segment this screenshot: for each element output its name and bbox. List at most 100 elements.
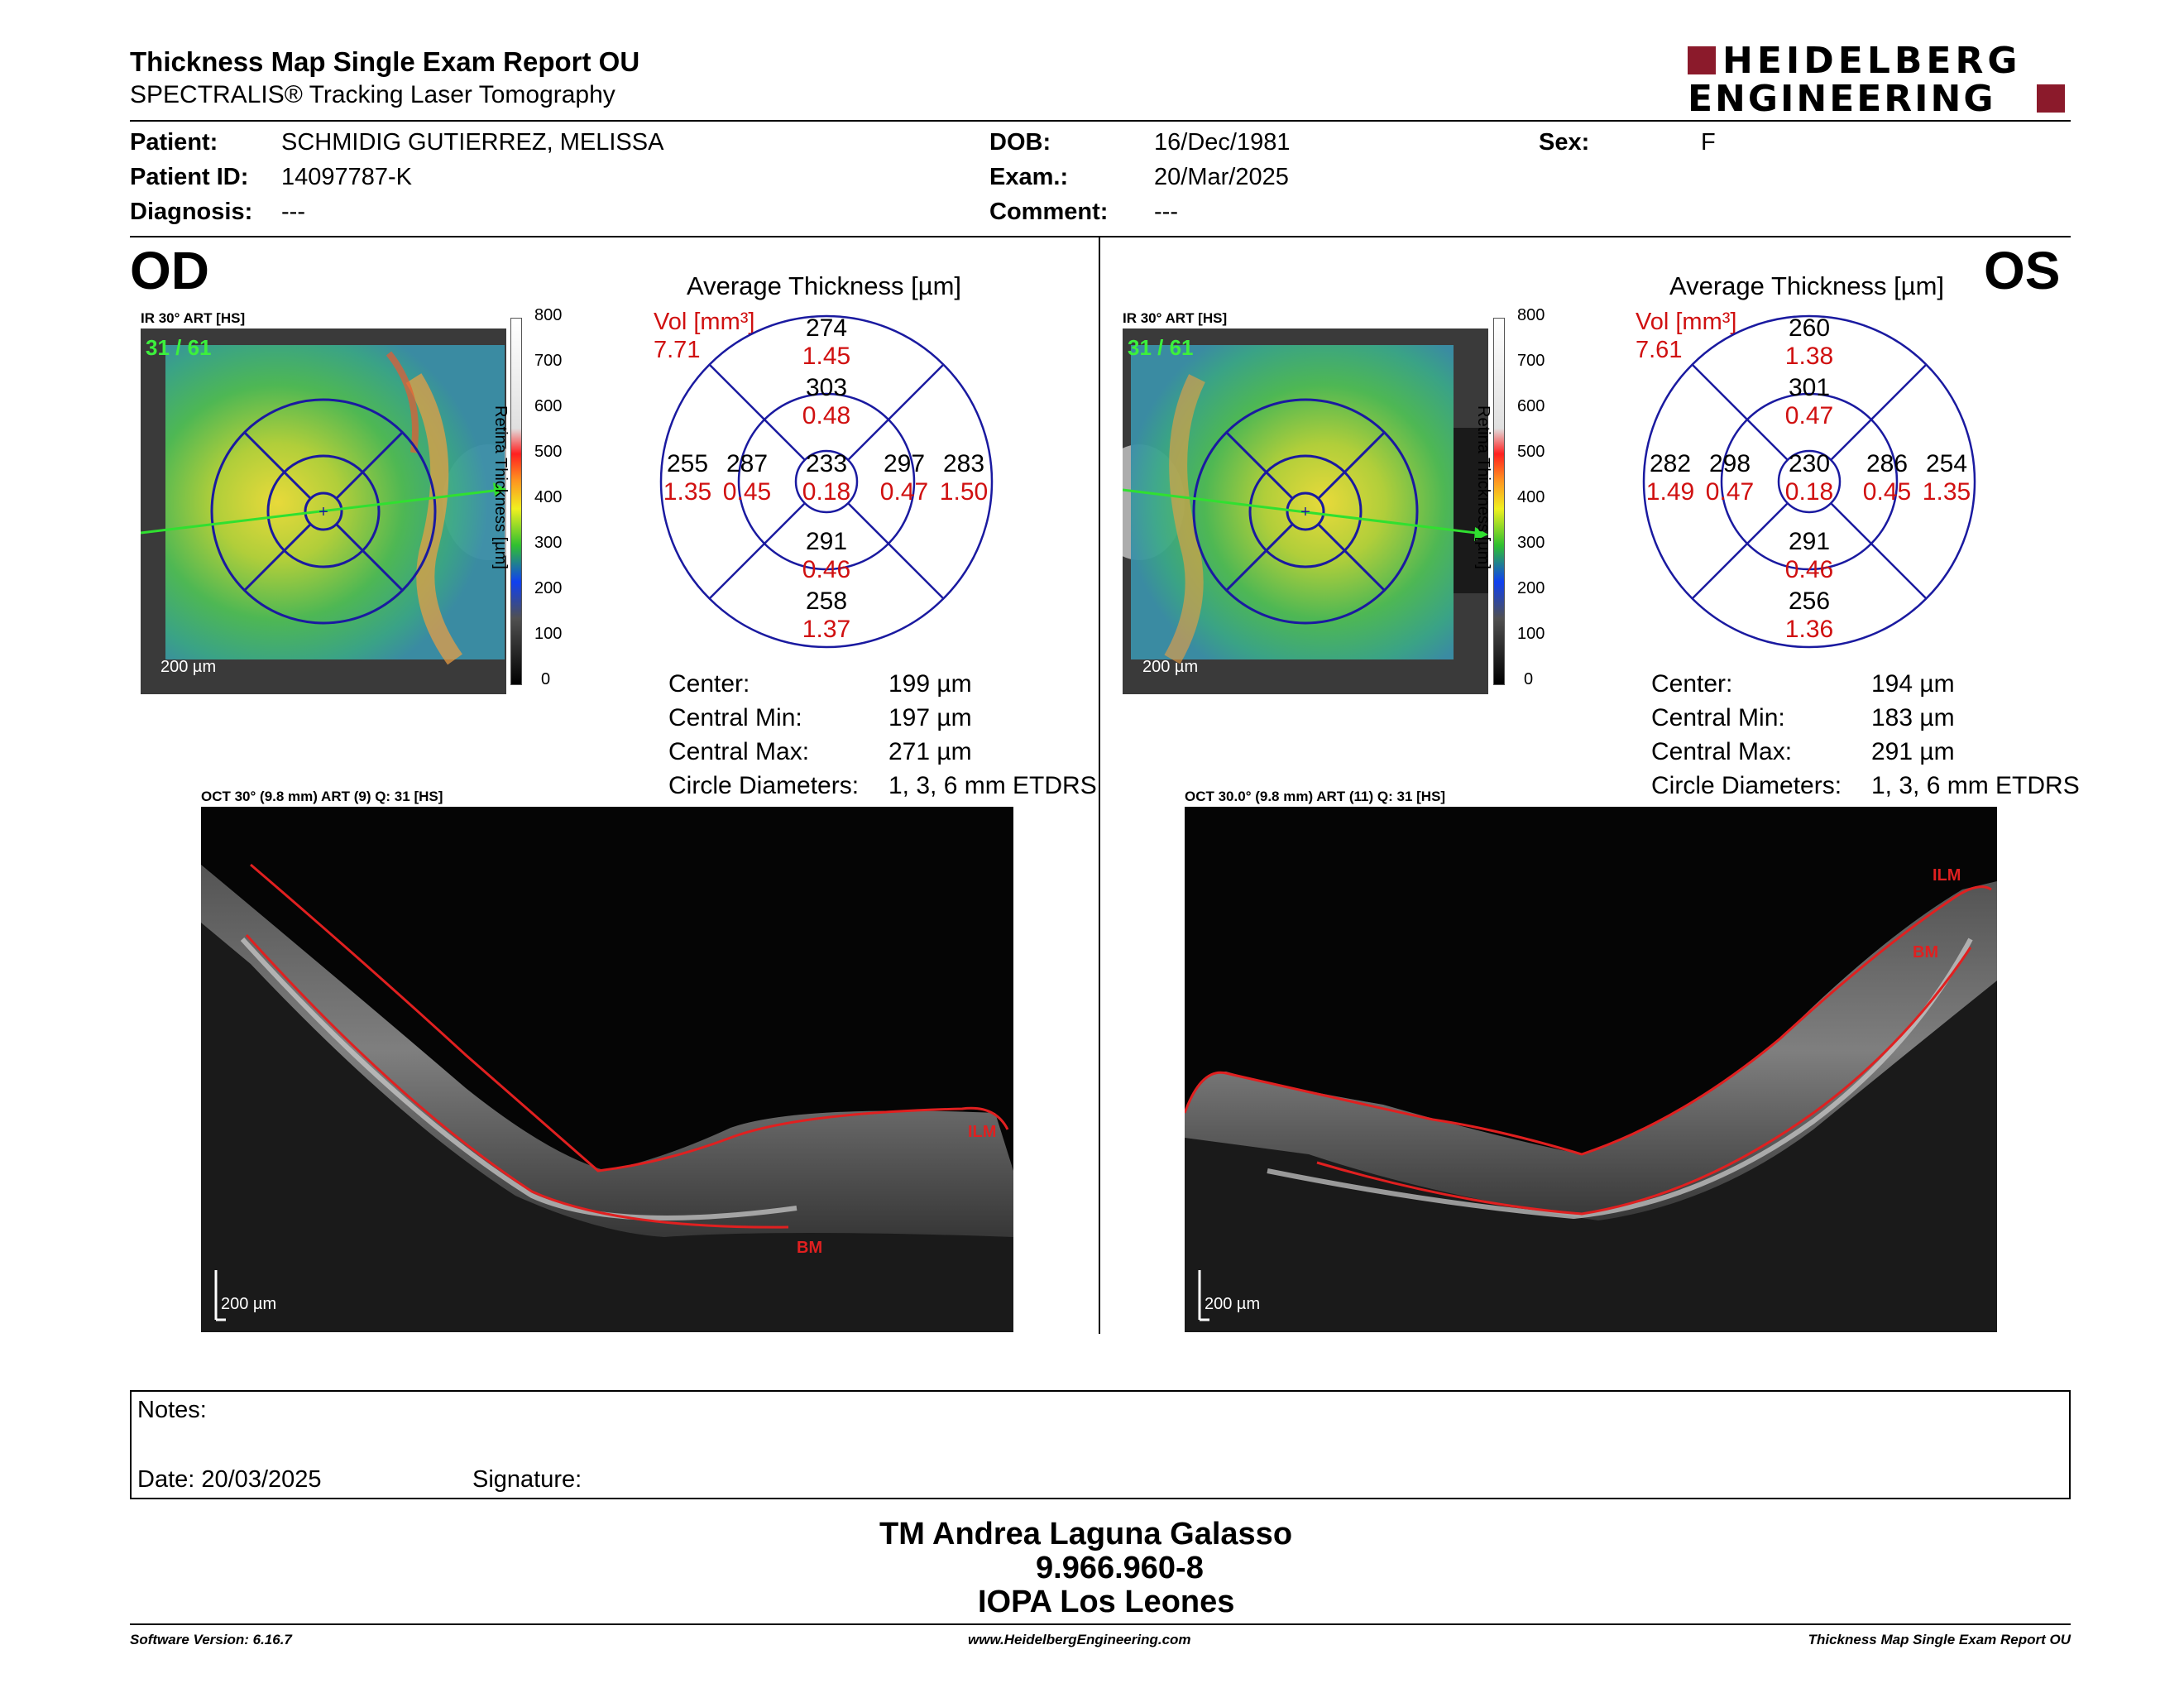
os-scale-label: 200 µm bbox=[1142, 658, 1199, 676]
os-right-inner-thick: 286 bbox=[1866, 450, 1909, 477]
od-scale-label: 200 µm bbox=[160, 658, 217, 676]
od-center-vol: 0.18 bbox=[802, 478, 851, 506]
os-frame-counter: 31 / 61 bbox=[1128, 335, 1194, 360]
os-stat-diam-label: Circle Diameters: bbox=[1651, 772, 1842, 799]
os-ilm-label: ILM bbox=[1933, 866, 1961, 885]
sex-value: F bbox=[1701, 129, 1716, 156]
notes-box[interactable]: Notes: Date: 20/03/2025 Signature: bbox=[130, 1390, 2071, 1499]
logo-square-top bbox=[1688, 46, 1716, 74]
os-colorbar bbox=[1493, 318, 1505, 685]
os-avg-title: Average Thickness [µm] bbox=[1669, 271, 1945, 300]
od-stat-diam-value: 1, 3, 6 mm ETDRS bbox=[888, 772, 1097, 799]
od-avg-title: Average Thickness [µm] bbox=[687, 271, 962, 300]
os-inf-inner-vol: 0.46 bbox=[1784, 556, 1834, 583]
os-etdrs-svg bbox=[1642, 314, 1976, 649]
dob-label: DOB: bbox=[989, 129, 1051, 156]
diagnosis-label: Diagnosis: bbox=[130, 199, 253, 225]
diagnosis-value: --- bbox=[281, 199, 305, 225]
patient-rule bbox=[130, 236, 2071, 237]
exam-value: 20/Mar/2025 bbox=[1154, 164, 1289, 190]
od-ir-label: IR 30° ART [HS] bbox=[141, 310, 246, 326]
os-fundus-thickness-map: + 31 / 61 200 µm bbox=[1123, 328, 1488, 694]
os-oct-scale: 200 µm bbox=[1205, 1295, 1261, 1313]
os-inf-outer-thick: 256 bbox=[1788, 587, 1831, 615]
comment-label: Comment: bbox=[989, 199, 1109, 225]
od-sup-outer-thick: 274 bbox=[805, 314, 848, 342]
od-sup-inner-vol: 0.48 bbox=[802, 402, 851, 429]
od-oct-label: OCT 30° (9.8 mm) ART (9) Q: 31 [HS] bbox=[201, 789, 443, 804]
os-left-outer-vol: 1.49 bbox=[1645, 478, 1695, 506]
od-stat-max-label: Central Max: bbox=[668, 738, 810, 765]
sex-label: Sex: bbox=[1539, 129, 1590, 156]
comment-value: --- bbox=[1154, 199, 1178, 225]
os-stat-diam-value: 1, 3, 6 mm ETDRS bbox=[1871, 772, 2080, 799]
patient-id-value: 14097787-K bbox=[281, 164, 413, 190]
od-tick-700: 700 bbox=[534, 352, 563, 370]
od-vol-value: 7.71 bbox=[654, 337, 701, 363]
od-stat-min-label: Central Min: bbox=[668, 704, 802, 731]
od-center-thick: 233 bbox=[805, 450, 848, 477]
od-sup-inner-thick: 303 bbox=[805, 374, 848, 401]
os-left-outer-thick: 282 bbox=[1649, 450, 1692, 477]
os-center-vol: 0.18 bbox=[1784, 478, 1834, 506]
od-right-outer-vol: 1.50 bbox=[939, 478, 989, 506]
od-tick-600: 600 bbox=[534, 397, 563, 415]
os-tick-600: 600 bbox=[1517, 397, 1545, 415]
os-tick-700: 700 bbox=[1517, 352, 1545, 370]
signer-name: TM Andrea Laguna Galasso bbox=[879, 1517, 1293, 1551]
od-etdrs-grid: 274 1.45 303 0.48 255 1.35 287 0.45 233 … bbox=[659, 314, 994, 649]
od-sup-outer-vol: 1.45 bbox=[802, 343, 851, 370]
os-oct-image bbox=[1185, 807, 1997, 1332]
os-right-outer-thick: 254 bbox=[1925, 450, 1968, 477]
os-right-outer-vol: 1.35 bbox=[1922, 478, 1971, 506]
od-colorbar bbox=[510, 318, 522, 685]
od-stat-center-value: 199 µm bbox=[888, 670, 972, 698]
od-right-inner-vol: 0.47 bbox=[879, 478, 929, 506]
od-inf-inner-vol: 0.46 bbox=[802, 556, 851, 583]
os-tick-200: 200 bbox=[1517, 579, 1545, 597]
os-inf-outer-vol: 1.36 bbox=[1784, 616, 1834, 643]
od-left-outer-vol: 1.35 bbox=[663, 478, 712, 506]
footer-software-version: Software Version: 6.16.7 bbox=[130, 1632, 292, 1647]
od-fundus-image: + bbox=[141, 328, 506, 694]
notes-date: Date: 20/03/2025 bbox=[137, 1466, 322, 1493]
os-tick-800: 800 bbox=[1517, 306, 1545, 324]
od-oct-scale: 200 µm bbox=[221, 1295, 277, 1313]
footer-report-name: Thickness Map Single Exam Report OU bbox=[1808, 1632, 2071, 1647]
od-tick-300: 300 bbox=[534, 534, 563, 552]
logo-text-line2: ENGINEERING bbox=[1688, 78, 1996, 120]
od-right-inner-thick: 297 bbox=[883, 450, 926, 477]
od-vol-label: Vol [mm³] bbox=[654, 309, 755, 335]
signer-id: 9.966.960-8 bbox=[1036, 1551, 1204, 1585]
os-tick-100: 100 bbox=[1517, 625, 1545, 643]
os-tick-500: 500 bbox=[1517, 443, 1545, 461]
od-eye-label: OD bbox=[130, 241, 209, 300]
os-oct-bscan: ILM BM 200 µm bbox=[1185, 807, 1997, 1332]
os-left-inner-vol: 0.47 bbox=[1705, 478, 1755, 506]
footer-website-link[interactable]: www.HeidelbergEngineering.com bbox=[968, 1632, 1191, 1647]
report-title: Thickness Map Single Exam Report OU bbox=[130, 46, 640, 77]
os-sup-outer-thick: 260 bbox=[1788, 314, 1831, 342]
os-eye-label: OS bbox=[1984, 241, 2061, 300]
od-tick-200: 200 bbox=[534, 579, 563, 597]
svg-text:+: + bbox=[318, 503, 328, 521]
od-stat-max-value: 271 µm bbox=[888, 738, 972, 765]
os-sup-outer-vol: 1.38 bbox=[1784, 343, 1834, 370]
od-stat-center-label: Center: bbox=[668, 670, 750, 698]
od-tick-0: 0 bbox=[541, 670, 551, 688]
os-bm-label: BM bbox=[1913, 943, 1939, 961]
os-oct-label: OCT 30.0° (9.8 mm) ART (11) Q: 31 [HS] bbox=[1185, 789, 1446, 804]
header-rule bbox=[130, 120, 2071, 122]
od-tick-400: 400 bbox=[534, 488, 563, 506]
os-vol-label: Vol [mm³] bbox=[1636, 309, 1737, 335]
od-ilm-label: ILM bbox=[968, 1123, 997, 1141]
os-sup-inner-vol: 0.47 bbox=[1784, 402, 1834, 429]
od-inf-inner-thick: 291 bbox=[805, 528, 848, 555]
od-oct-bscan: ILM BM 200 µm bbox=[201, 807, 1013, 1332]
signer-org: IOPA Los Leones bbox=[978, 1585, 1235, 1619]
od-inf-outer-thick: 258 bbox=[805, 587, 848, 615]
os-colorbar-title: Retina Thickness [µm] bbox=[1474, 405, 1492, 569]
od-oct-image bbox=[201, 807, 1013, 1332]
os-tick-300: 300 bbox=[1517, 534, 1545, 552]
logo-text-line1: HEIDELBERG bbox=[1722, 40, 2022, 82]
